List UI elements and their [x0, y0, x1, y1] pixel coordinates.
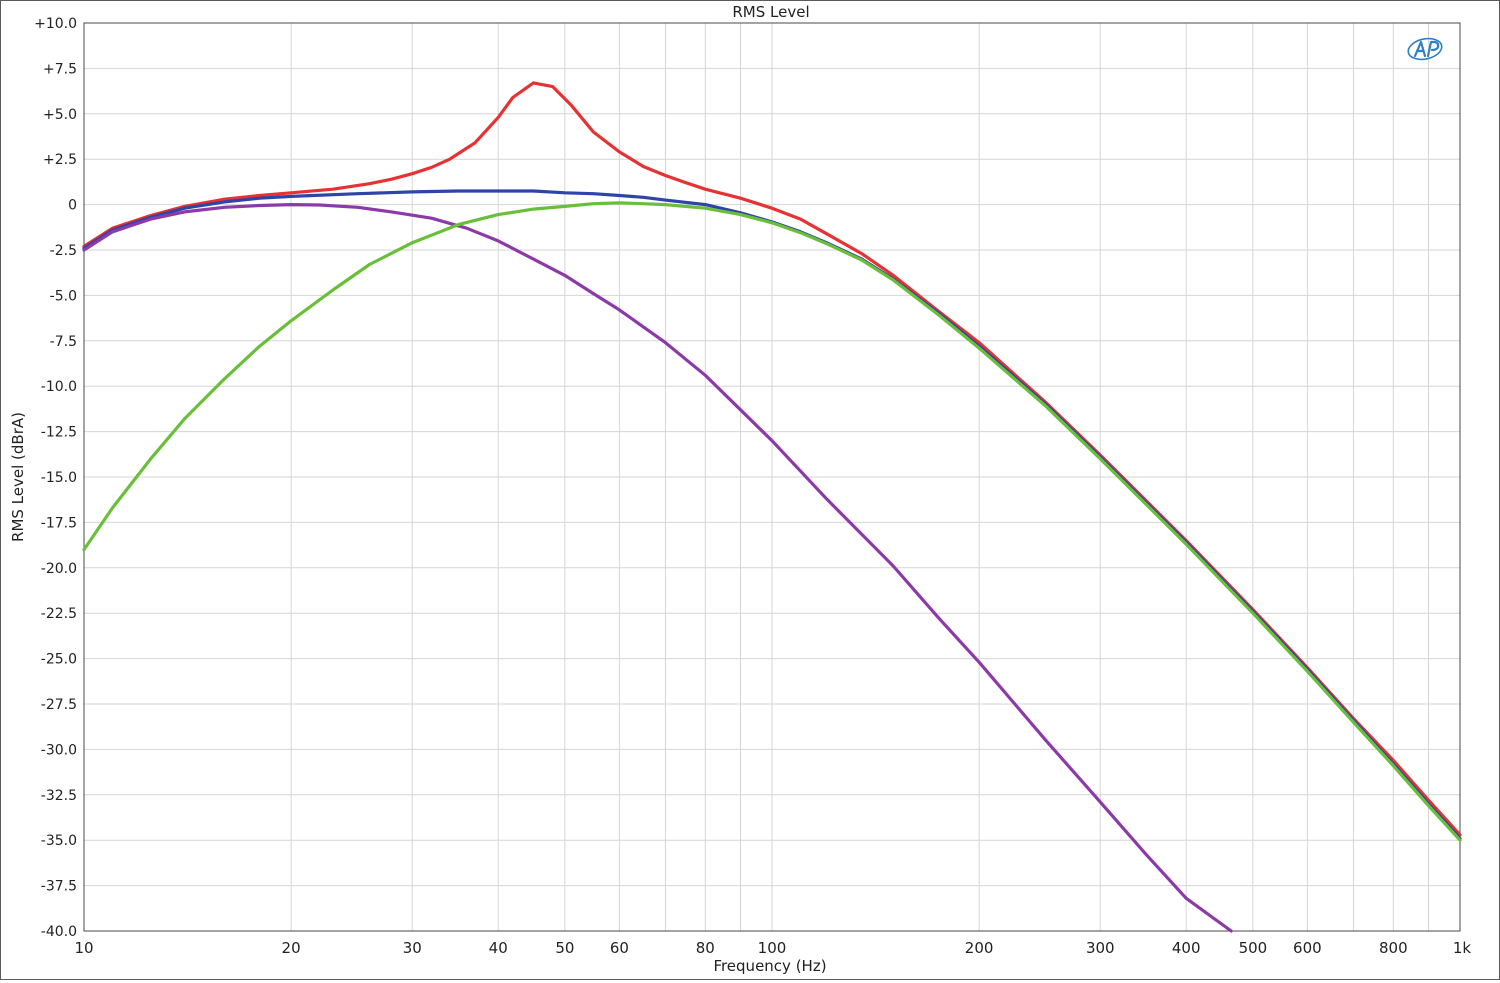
x-tick-label: 80: [696, 939, 715, 957]
y-tick-label: -7.5: [50, 334, 77, 350]
y-tick-labels: +10.0 +7.5 +5.0 +2.5 0 -2.5 -5.0 -7.5 -10.0 -12.5…: [34, 16, 77, 940]
x-tick-label: 600: [1293, 939, 1322, 957]
y-tick-label: +10.0: [34, 16, 77, 32]
x-tick-label: 20: [282, 939, 301, 957]
plot-area-border: [83, 22, 1461, 932]
y-tick-label: -2.5: [50, 243, 77, 259]
y-tick-label: -32.5: [41, 788, 77, 804]
y-tick-label: -35.0: [41, 833, 77, 849]
series-line-4: [82, 201, 1462, 842]
y-tick-label: -30.0: [41, 742, 77, 758]
y-tick-label: -5.0: [50, 288, 77, 304]
x-tick-label: 300: [1086, 939, 1115, 957]
y-tick-label: -20.0: [41, 561, 77, 577]
y-tick-label: +7.5: [43, 61, 77, 77]
y-tick-label: -25.0: [41, 652, 77, 668]
grid-lines: [83, 22, 1461, 932]
y-tick-label: +5.0: [43, 107, 77, 123]
x-tick-label: 40: [489, 939, 508, 957]
x-axis-title: Frequency (Hz): [713, 957, 826, 975]
x-tick-label: 30: [403, 939, 422, 957]
data-series: [82, 81, 1462, 933]
y-tick-label: -22.5: [41, 606, 77, 622]
y-tick-label: -17.5: [41, 515, 77, 531]
x-tick-label: 50: [555, 939, 574, 957]
y-tick-label: -15.0: [41, 470, 77, 486]
y-tick-label: 0: [68, 198, 77, 214]
x-tick-label: 10: [74, 939, 93, 957]
y-axis-title: RMS Level (dBrA): [9, 412, 27, 542]
x-tick-label: 200: [965, 939, 994, 957]
x-tick-label: 60: [610, 939, 629, 957]
y-tick-label: -12.5: [41, 425, 77, 441]
chart-title: RMS Level: [732, 3, 809, 21]
y-tick-label: -40.0: [41, 924, 77, 940]
x-tick-label: 1k: [1453, 939, 1472, 957]
y-tick-label: -27.5: [41, 697, 77, 713]
x-tick-label: 800: [1379, 939, 1408, 957]
x-tick-label: 500: [1239, 939, 1268, 957]
series-line-3: [82, 203, 1233, 933]
x-tick-label: 400: [1172, 939, 1201, 957]
y-tick-label: +2.5: [43, 152, 77, 168]
y-tick-label: -37.5: [41, 879, 77, 895]
x-tick-labels: 10 20 30 40 50 60 80 100 200 300 400 500 600 800 1k: [74, 939, 1471, 957]
y-tick-label: -10.0: [41, 379, 77, 395]
ap-logo: [1407, 37, 1443, 61]
x-tick-label: 100: [758, 939, 787, 957]
